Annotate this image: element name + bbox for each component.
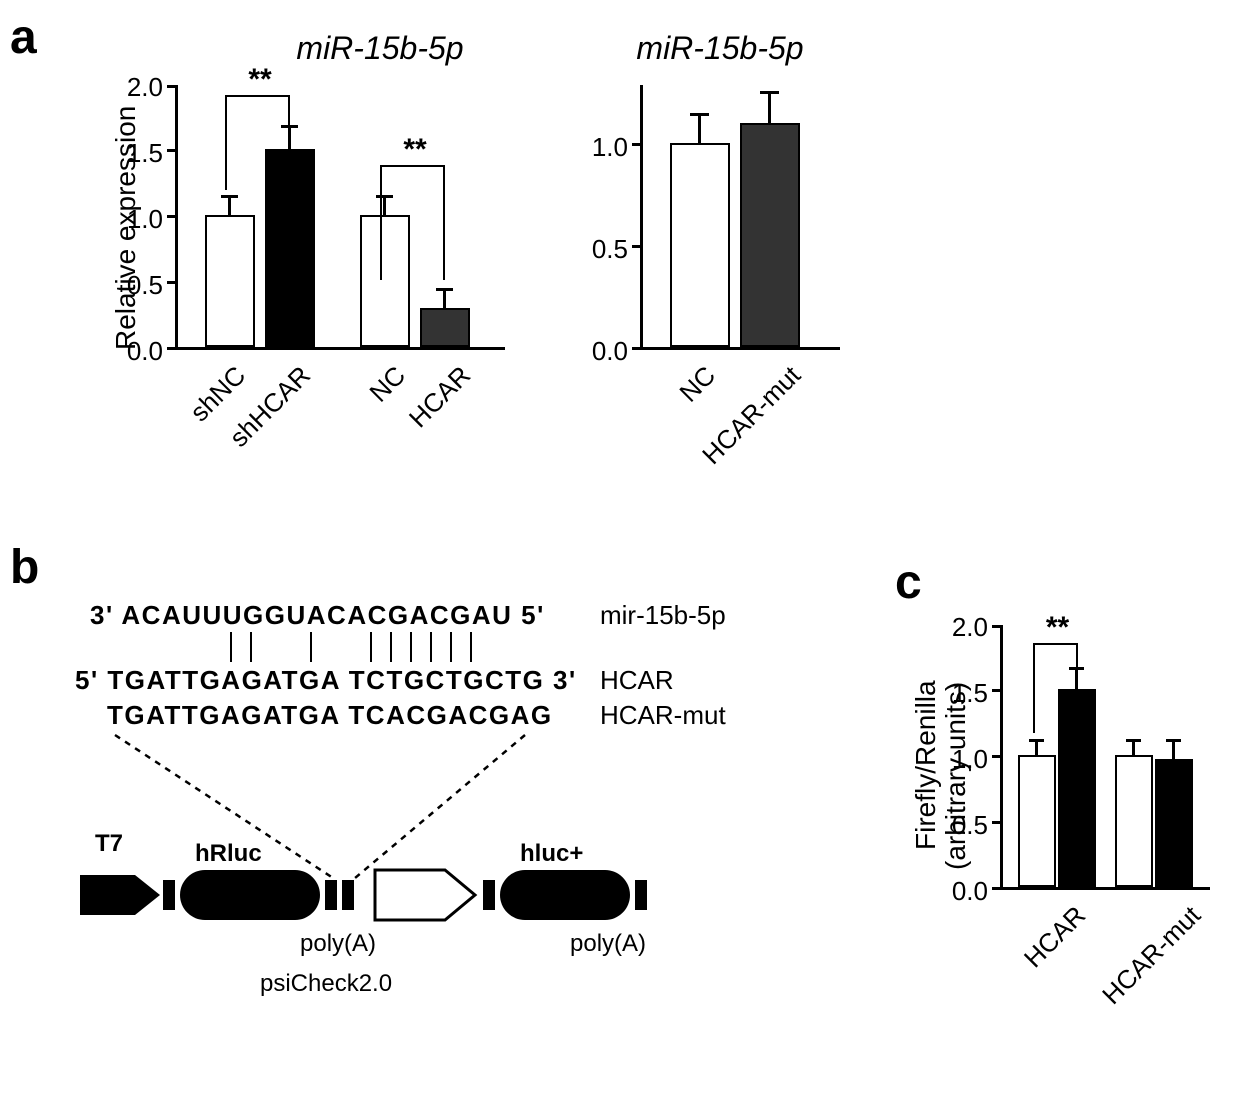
bar-c-mut-b [1155, 759, 1193, 887]
y-axis-label-a: Relative expression [110, 106, 142, 350]
xtick: HCAR [395, 360, 477, 442]
pair-line [310, 632, 312, 662]
xtick: HCAR [1010, 900, 1092, 982]
bar-shnc [205, 215, 255, 347]
lbl-polya2: poly(A) [570, 930, 646, 958]
chart-a-right-title: miR-15b-5p [600, 30, 840, 67]
pair-line [410, 632, 412, 662]
y-axis-label-c2: (arbitrary units) [940, 682, 972, 870]
lbl-hrluc: hRluc [195, 840, 262, 868]
ytick: 0.0 [583, 336, 628, 367]
ytick: 0.0 [943, 876, 988, 907]
bar-c-mut-w [1115, 755, 1153, 887]
chart-a-right [640, 85, 840, 350]
lbl-polya1: poly(A) [300, 930, 376, 958]
panel-c-label: c [895, 555, 922, 610]
ytick: 1.0 [583, 132, 628, 163]
bar-hcar [420, 308, 470, 347]
ytick: 2.0 [943, 612, 988, 643]
panel-a-label: a [10, 10, 37, 65]
y-axis-label-c1: Firefly/Renilla [910, 680, 942, 850]
lbl-t7: T7 [95, 830, 123, 858]
sig-c: ** [1035, 611, 1080, 645]
chart-a-left-title: miR-15b-5p [250, 30, 510, 67]
chart-c: ** [1000, 625, 1210, 890]
bar-mut [740, 123, 800, 347]
panel-b-label: b [10, 540, 39, 595]
lbl-psicheck: psiCheck2.0 [260, 970, 392, 998]
ytick: 0.5 [583, 234, 628, 265]
pair-line [370, 632, 372, 662]
bar-c-hcar-w [1018, 755, 1056, 887]
ytick: 2.0 [118, 72, 163, 103]
pair-line [250, 632, 252, 662]
sig-bracket-c [1033, 643, 1078, 733]
lbl-mir: mir-15b-5p [600, 600, 726, 631]
construct-diagram [55, 720, 755, 1000]
sig-2: ** [390, 133, 440, 167]
pair-line [230, 632, 232, 662]
pair-line [390, 632, 392, 662]
chart-a-left: ** ** [175, 85, 505, 350]
sig-bracket-2 [380, 165, 445, 280]
pair-line [470, 632, 472, 662]
lbl-hcar: HCAR [600, 665, 674, 696]
xtick: HCAR-mut [1093, 900, 1207, 1014]
bar-nc2 [670, 143, 730, 347]
sig-bracket-1 [225, 95, 290, 190]
sig-1: ** [235, 63, 285, 97]
xtick: NC [658, 360, 722, 424]
seq-hcar: 5' TGATTGAGATGA TCTGCTGCTG 3' [75, 665, 577, 696]
lbl-hluc: hluc+ [520, 840, 583, 868]
pair-line [430, 632, 432, 662]
seq-mir: 3' ACAUUUGGUACACGACGAU 5' [90, 600, 545, 631]
pair-line [450, 632, 452, 662]
